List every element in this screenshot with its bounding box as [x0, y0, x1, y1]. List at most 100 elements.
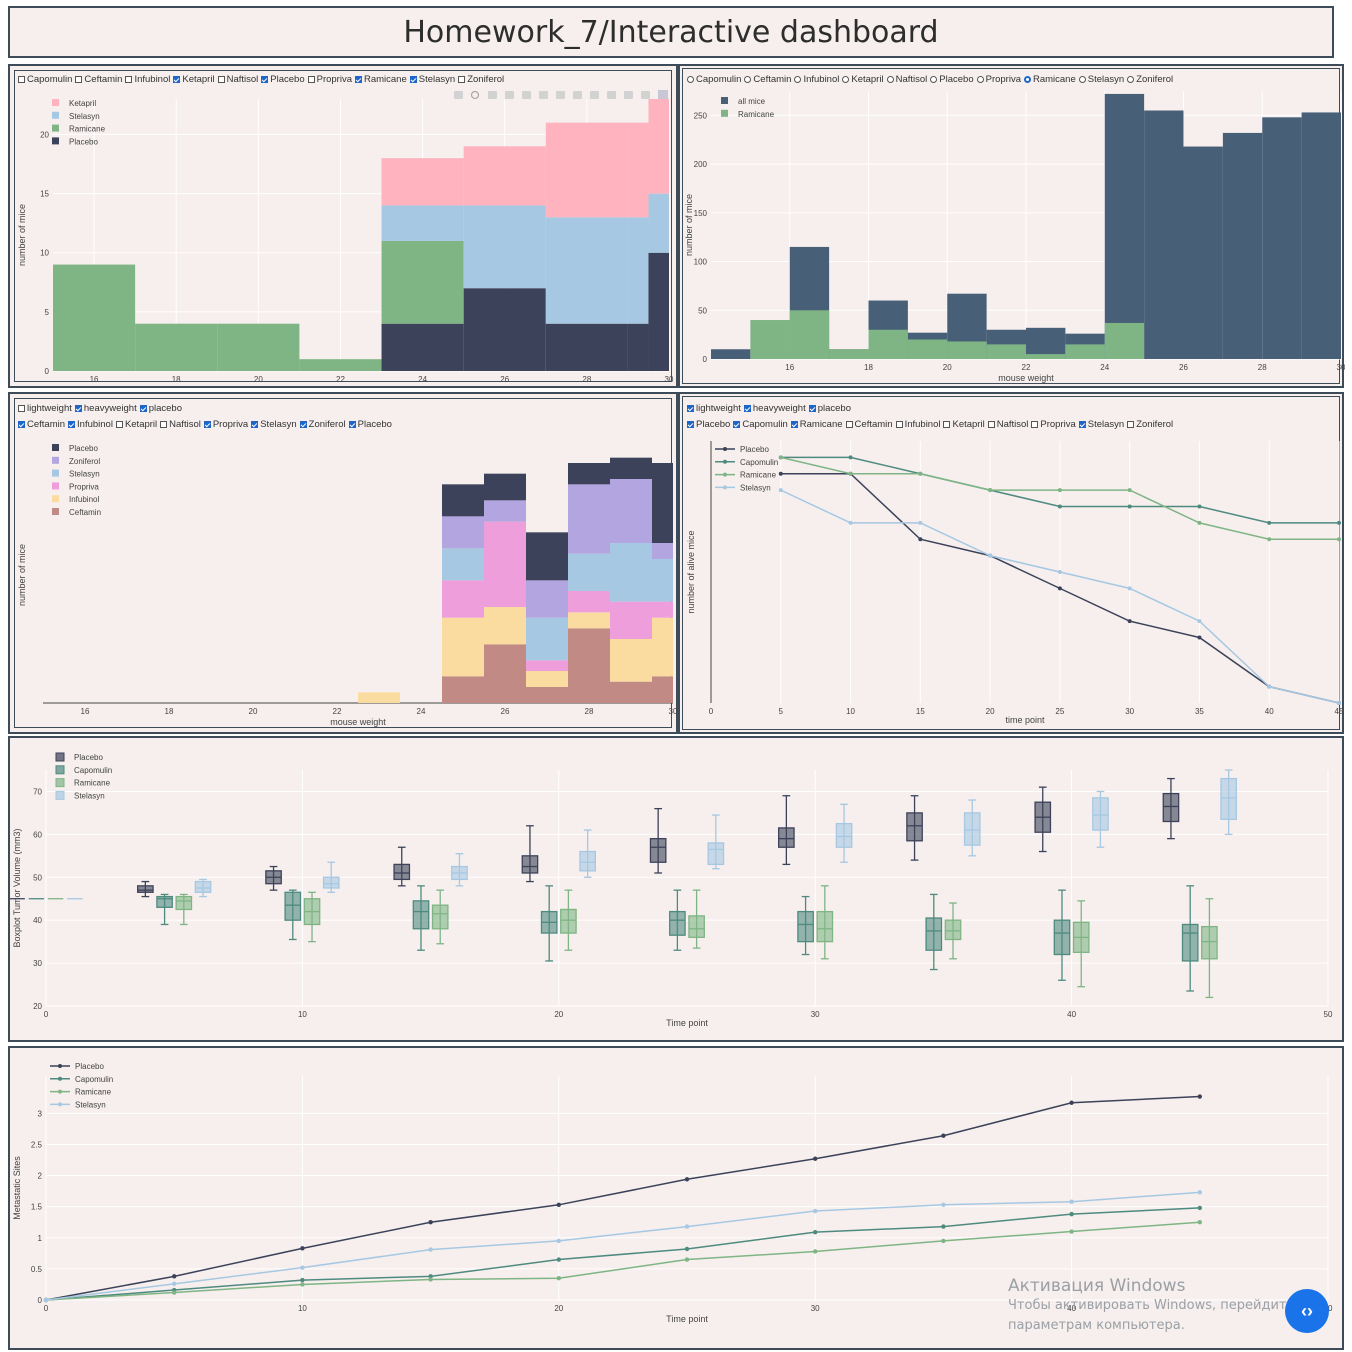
checkbox[interactable] [18, 405, 25, 412]
checkbox[interactable] [895, 421, 903, 428]
checkbox[interactable] [348, 421, 356, 428]
option-propriva[interactable]: Propriva [203, 419, 248, 430]
radio-button[interactable] [744, 76, 752, 83]
legend-swatch [52, 137, 59, 145]
radio-button[interactable] [1023, 76, 1031, 83]
option-propriva[interactable]: Propriva [307, 74, 352, 85]
checkbox[interactable] [687, 405, 694, 412]
option-heavyweight[interactable]: heavyweight [743, 403, 806, 414]
checkbox[interactable] [75, 76, 83, 83]
checkbox[interactable] [160, 421, 168, 428]
option-placebo[interactable]: Placebo [930, 74, 974, 85]
option-stelasyn[interactable]: Stelasyn [1078, 419, 1124, 430]
option-capomulin[interactable]: Capomulin [687, 74, 741, 85]
drug-checklist[interactable]: Capomulin Ceftamin Infubinol Ketapril Naftis… [18, 74, 507, 85]
option-naftisol[interactable]: Naftisol [217, 74, 258, 85]
checkbox[interactable] [987, 421, 995, 428]
option-stelasyn[interactable]: Stelasyn [409, 74, 455, 85]
checkbox[interactable] [217, 76, 225, 83]
option-propriva[interactable]: Propriva [1031, 419, 1076, 430]
checkbox[interactable] [18, 421, 25, 428]
option-capomulin[interactable]: Capomulin [18, 74, 72, 85]
checkbox[interactable] [845, 421, 853, 428]
checkbox[interactable] [790, 421, 798, 428]
option-ceftamin[interactable]: Ceftamin [18, 419, 65, 430]
checkbox[interactable] [251, 421, 259, 428]
checkbox[interactable] [1127, 421, 1135, 428]
checkbox[interactable] [299, 421, 307, 428]
option-ketapril[interactable]: Ketapril [943, 419, 985, 430]
option-capomulin[interactable]: Capomulin [733, 419, 788, 430]
option-ceftamin[interactable]: Ceftamin [845, 419, 893, 430]
option-placebo[interactable]: placebo [139, 403, 182, 414]
option-propriva[interactable]: Propriva [976, 74, 1021, 85]
checkbox[interactable] [203, 421, 211, 428]
radio-button[interactable] [976, 76, 984, 83]
option-placebo[interactable]: placebo [808, 403, 851, 414]
option-infubinol[interactable]: Infubinol [68, 419, 113, 430]
option-naftisol[interactable]: Naftisol [987, 419, 1028, 430]
radio-button[interactable] [842, 76, 850, 83]
option-ceftamin[interactable]: Ceftamin [75, 74, 122, 85]
option-infubinol[interactable]: Infubinol [794, 74, 839, 85]
point-capomulin [684, 1246, 690, 1252]
option-heavyweight[interactable]: heavyweight [74, 403, 137, 414]
checkbox[interactable] [458, 76, 466, 83]
checkbox[interactable] [125, 76, 133, 83]
drug-checklist[interactable]: Ceftamin Infubinol Ketapril Naftisol Propriv… [18, 419, 395, 430]
radio-button[interactable] [687, 76, 694, 83]
option-stelasyn[interactable]: Stelasyn [251, 419, 297, 430]
checkbox[interactable] [687, 421, 694, 428]
radio-button[interactable] [1127, 76, 1135, 83]
weight-checklist[interactable]: lightweight heavyweight placebo [18, 403, 185, 414]
option-placebo[interactable]: Placebo [687, 419, 730, 430]
option-ketapril[interactable]: Ketapril [115, 419, 157, 430]
option-stelasyn[interactable]: Stelasyn [1078, 74, 1124, 85]
toolbar-icons[interactable] [451, 89, 679, 103]
option-placebo[interactable]: Placebo [348, 419, 392, 430]
option-placebo[interactable]: Placebo [261, 74, 305, 85]
option-infubinol[interactable]: Infubinol [895, 419, 940, 430]
option-naftisol[interactable]: Naftisol [886, 74, 927, 85]
checkbox[interactable] [68, 421, 76, 428]
checkbox[interactable] [943, 421, 951, 428]
option-ramicane[interactable]: Ramicane [1023, 74, 1076, 85]
y-tick-label: 250 [694, 111, 708, 120]
option-label: Propriva [1040, 419, 1076, 430]
option-zoniferol[interactable]: Zoniferol [1127, 419, 1173, 430]
option-zoniferol[interactable]: Zoniferol [299, 419, 346, 430]
radio-button[interactable] [794, 76, 802, 83]
checkbox[interactable] [307, 76, 315, 83]
option-ramicane[interactable]: Ramicane [354, 74, 407, 85]
drug-radio[interactable]: Capomulin Ceftamin Infubinol Ketapril Naftis… [687, 74, 1176, 85]
checkbox[interactable] [354, 76, 362, 83]
option-lightweight[interactable]: lightweight [18, 403, 72, 414]
checkbox[interactable] [115, 421, 123, 428]
radio-button[interactable] [886, 76, 894, 83]
option-ketapril[interactable]: Ketapril [173, 74, 215, 85]
drug-checklist[interactable]: Placebo Capomulin Ramicane Ceftamin Infubino… [687, 419, 1176, 430]
option-ceftamin[interactable]: Ceftamin [744, 74, 791, 85]
checkbox[interactable] [743, 405, 751, 412]
checkbox[interactable] [409, 76, 417, 83]
checkbox[interactable] [733, 421, 741, 428]
checkbox[interactable] [1031, 421, 1039, 428]
checkbox[interactable] [173, 76, 181, 83]
radio-button[interactable] [930, 76, 938, 83]
option-zoniferol[interactable]: Zoniferol [1127, 74, 1173, 85]
option-naftisol[interactable]: Naftisol [160, 419, 201, 430]
option-ramicane[interactable]: Ramicane [790, 419, 843, 430]
checkbox[interactable] [1078, 421, 1086, 428]
radio-button[interactable] [1078, 76, 1086, 83]
option-ketapril[interactable]: Ketapril [842, 74, 884, 85]
code-toggle-button[interactable]: ‹› [1285, 1289, 1329, 1333]
option-zoniferol[interactable]: Zoniferol [458, 74, 504, 85]
option-lightweight[interactable]: lightweight [687, 403, 741, 414]
checkbox[interactable] [18, 76, 25, 83]
checkbox[interactable] [139, 405, 147, 412]
checkbox[interactable] [261, 76, 269, 83]
weight-checklist[interactable]: lightweight heavyweight placebo [687, 403, 854, 414]
option-infubinol[interactable]: Infubinol [125, 74, 170, 85]
checkbox[interactable] [808, 405, 816, 412]
checkbox[interactable] [74, 405, 82, 412]
